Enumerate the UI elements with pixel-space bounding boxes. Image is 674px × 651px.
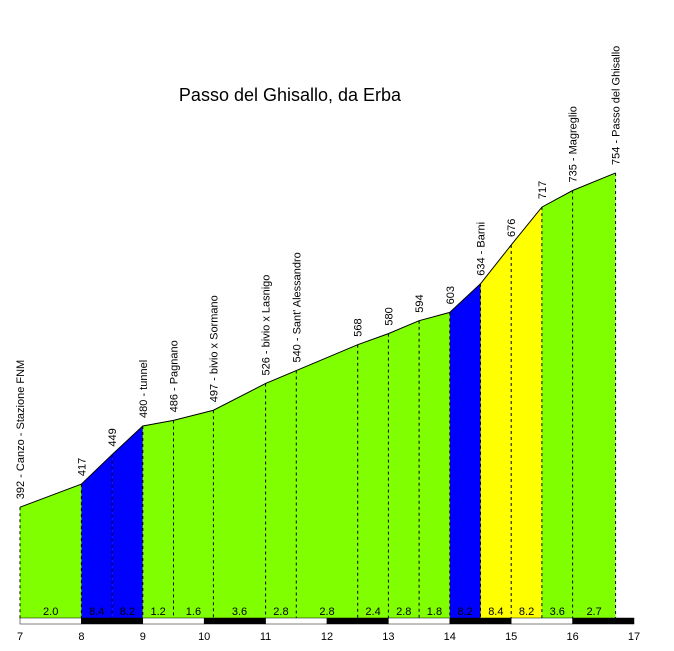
point-label: 580	[383, 307, 395, 325]
x-tick-label: 9	[140, 631, 146, 643]
x-tick-label: 13	[382, 631, 394, 643]
point-label: 486 - Pagnano	[169, 340, 181, 412]
axis-band	[142, 617, 205, 625]
gradient-label: 1.6	[186, 606, 201, 618]
axis-band	[19, 617, 82, 625]
gradient-label: 1.2	[151, 606, 166, 618]
x-tick-label: 11	[260, 631, 271, 643]
point-label: 392 - Canzo - Stazione FNM	[15, 360, 27, 499]
gradient-segment	[541, 190, 573, 619]
point-label: 497 - bivio x Sormano	[208, 295, 220, 402]
x-tick-label: 8	[78, 631, 84, 643]
x-tick-label: 14	[444, 631, 456, 643]
chart-title: Passo del Ghisallo, da Erba	[179, 85, 402, 105]
axis-band	[510, 617, 573, 625]
gradient-segment	[572, 172, 616, 618]
gradient-segment	[112, 425, 143, 618]
gradient-segment	[419, 312, 450, 618]
gradient-label: 2.8	[319, 606, 334, 618]
point-label: 603	[445, 286, 457, 304]
gradient-segment	[20, 484, 82, 618]
x-tick-label: 15	[505, 631, 517, 643]
point-label: 568	[353, 318, 365, 336]
gradient-label: 8.2	[519, 606, 534, 618]
axis-band	[572, 617, 635, 625]
gradient-label: 2.8	[396, 606, 411, 618]
axis-band	[388, 617, 451, 625]
axis-band	[326, 617, 389, 625]
gradient-segment	[213, 383, 266, 618]
gradient-segment	[296, 344, 358, 618]
x-tick-label: 16	[566, 631, 578, 643]
gradient-segment	[449, 283, 481, 618]
gradient-segment	[480, 244, 512, 618]
x-tick-label: 7	[17, 631, 23, 643]
gradient-label: 2.4	[365, 606, 380, 618]
x-tick-label: 12	[321, 631, 333, 643]
axis-band	[449, 617, 512, 625]
gradient-label: 8.4	[488, 606, 503, 618]
gradient-label: 8.2	[120, 606, 135, 618]
gradient-label: 8.2	[458, 606, 473, 618]
point-label: 594	[414, 294, 426, 312]
gradient-segment	[81, 454, 113, 618]
gradient-label: 3.6	[232, 606, 247, 618]
gradient-segment	[388, 320, 420, 618]
axis-band	[265, 617, 328, 625]
gradient-label: 8.4	[89, 606, 104, 618]
gradient-segment	[265, 370, 297, 618]
gradient-label: 2.0	[43, 606, 58, 618]
point-label: 480 - tunnel	[138, 360, 150, 418]
gradient-segment	[173, 410, 214, 618]
point-label: 540 - Sant' Alessandro	[291, 252, 303, 362]
gradient-label: 2.7	[586, 606, 601, 618]
gradient-label: 1.8	[427, 606, 442, 618]
x-tick-label: 10	[198, 631, 210, 643]
point-label: 676	[506, 219, 518, 237]
x-tick-label: 17	[628, 631, 640, 643]
point-label: 449	[107, 428, 119, 446]
point-label: 717	[537, 181, 549, 199]
axis-band	[203, 617, 266, 625]
point-label: 754 - Passo del Ghisallo	[611, 46, 623, 165]
point-label: 735 - Magreglio	[568, 106, 580, 182]
point-label: 417	[76, 458, 88, 476]
gradient-segment	[357, 333, 389, 618]
axis-band	[81, 617, 144, 625]
gradient-segment	[511, 207, 542, 618]
gradient-label: 3.6	[550, 606, 565, 618]
gradient-segment	[142, 420, 174, 618]
gradient-label: 2.8	[273, 606, 288, 618]
profile-line	[19, 172, 616, 508]
point-label: 634 - Barni	[476, 222, 488, 276]
point-label: 526 - bivio x Lasnigo	[261, 275, 273, 376]
